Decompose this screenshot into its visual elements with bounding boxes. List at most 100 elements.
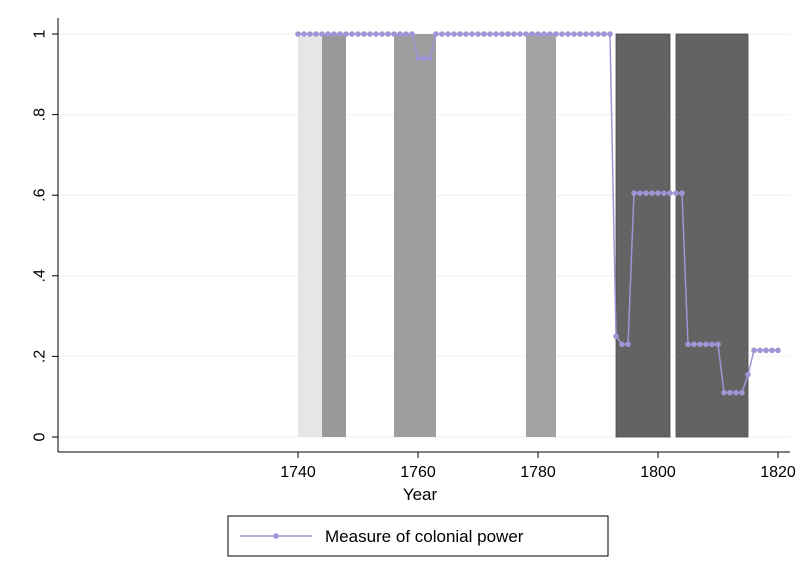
legend: Measure of colonial power [227,515,609,557]
data-point-1800 [655,190,661,196]
data-point-1811 [721,389,727,396]
data-point-1771 [481,31,487,37]
x-tick-label-1: 1760 [400,464,436,481]
data-point-1767 [457,31,463,37]
data-point-1766 [451,31,457,37]
data-point-1748 [343,31,349,37]
data-point-1798 [643,190,649,196]
shaded-period-1 [322,34,346,437]
y-tick-label-0: 0 [32,432,49,441]
data-point-1820 [775,347,781,354]
data-point-1751 [361,31,367,37]
data-point-1791 [601,31,607,37]
data-point-1744 [319,31,325,37]
y-tick-label-5: 1 [32,29,49,38]
y-tick-label-4: .8 [32,108,49,121]
data-point-1779 [529,31,535,37]
data-point-1808 [703,341,709,348]
data-point-1804 [679,190,685,196]
data-point-1761 [421,55,427,61]
data-point-1785 [565,31,571,37]
data-point-1741 [301,31,307,37]
data-point-1750 [355,31,361,37]
data-point-1793 [613,333,619,340]
data-point-1813 [733,389,739,396]
data-point-1780 [535,31,541,37]
data-point-1749 [349,31,355,37]
data-point-1752 [367,31,373,37]
data-point-1814 [739,389,745,396]
data-point-1764 [439,31,445,37]
data-point-1770 [475,31,481,37]
data-point-1789 [589,31,595,37]
shaded-periods [298,33,749,438]
data-point-1757 [397,31,403,37]
data-point-1754 [379,31,385,37]
data-point-1805 [685,341,691,348]
data-point-1801 [661,190,667,196]
data-point-1742 [307,31,313,37]
legend-label: Measure of colonial power [325,527,524,546]
data-point-1759 [409,31,415,37]
data-point-1807 [697,341,703,348]
data-point-1788 [583,31,589,37]
data-point-1806 [691,341,697,348]
data-point-1782 [547,31,553,37]
data-point-1755 [385,31,391,37]
data-point-1762 [427,55,433,61]
data-point-1803 [673,190,679,196]
data-point-1815 [745,371,751,378]
data-point-1760 [415,55,421,61]
legend-marker [273,533,279,539]
data-point-1781 [541,31,547,37]
x-tick-label-4: 1820 [760,464,796,481]
data-point-1795 [625,341,631,348]
shaded-period-2 [394,34,436,437]
data-point-1758 [403,31,409,37]
data-point-1777 [517,31,523,37]
data-point-1787 [577,31,583,37]
data-point-1796 [631,190,637,196]
data-point-1753 [373,31,379,37]
data-point-1783 [553,31,559,37]
data-point-1769 [469,31,475,37]
data-point-1790 [595,31,601,37]
data-point-1794 [619,341,625,348]
data-point-1802 [667,190,673,196]
shaded-period-0 [298,34,322,437]
data-point-1774 [499,31,505,37]
data-point-1784 [559,31,565,37]
data-point-1740 [295,31,301,37]
x-tick-label-0: 1740 [280,464,316,481]
x-tick-label-3: 1800 [640,464,676,481]
shaded-period-3 [526,34,556,437]
data-point-1773 [493,31,499,37]
data-point-1799 [649,190,655,196]
data-point-1743 [313,31,319,37]
data-point-1763 [433,31,439,37]
data-point-1756 [391,31,397,37]
data-point-1775 [505,31,511,37]
x-axis-title: Year [403,485,438,504]
x-tick-label-2: 1780 [520,464,556,481]
series-points-group [295,31,781,396]
data-point-1768 [463,31,469,37]
data-point-1776 [511,31,517,37]
data-point-1797 [637,190,643,196]
axes: 0 .2 .4 .6 .8 1 1740 1760 1780 1800 1820 [32,18,796,481]
data-point-1746 [331,31,337,37]
data-point-1747 [337,31,343,37]
data-point-1812 [727,389,733,396]
data-point-1818 [763,347,769,354]
shaded-period-5 [675,33,749,438]
data-point-1810 [715,341,721,348]
y-tick-label-3: .6 [32,188,49,201]
data-point-1819 [769,347,775,354]
data-point-1778 [523,31,529,37]
y-tick-label-2: .4 [32,269,49,282]
y-tick-label-1: .2 [32,350,49,363]
data-point-1772 [487,31,493,37]
data-point-1745 [325,31,331,37]
data-point-1786 [571,31,577,37]
